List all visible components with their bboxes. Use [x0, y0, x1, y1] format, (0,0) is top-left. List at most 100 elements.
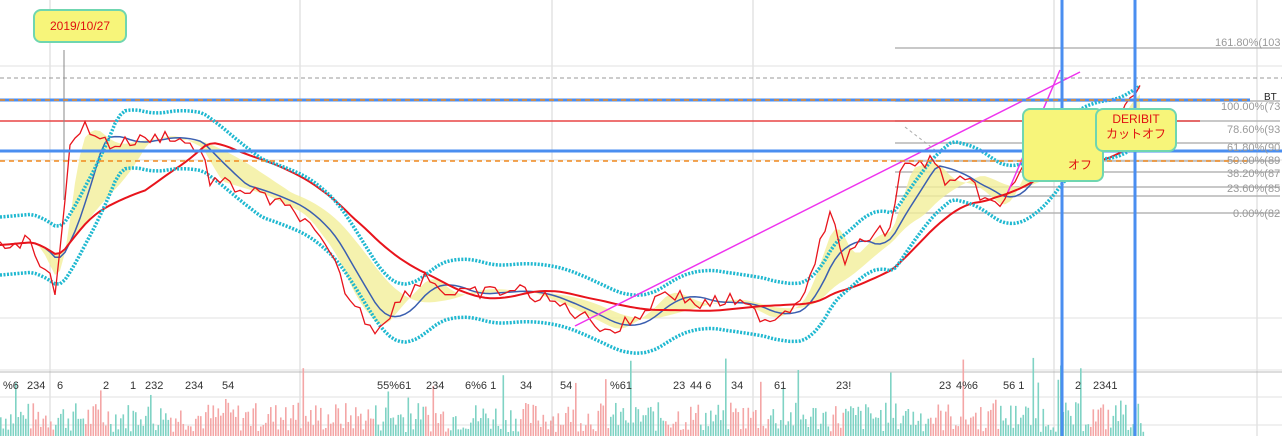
volume-bar	[105, 425, 107, 436]
volume-bar	[417, 403, 420, 436]
volume-bar	[150, 394, 152, 436]
volume-bar	[900, 423, 902, 436]
volume-bar	[1095, 421, 1097, 436]
volume-bar	[932, 423, 935, 436]
volume-bar	[222, 412, 225, 436]
volume-bar	[705, 412, 707, 436]
volume-bar	[1030, 425, 1032, 436]
volume-bar	[370, 418, 372, 436]
volume-bar	[1092, 409, 1095, 436]
volume-bar	[672, 423, 675, 436]
volume-bar	[62, 409, 65, 436]
volume-bar	[350, 415, 352, 436]
upper-band	[0, 84, 1141, 297]
volume-bar	[585, 425, 587, 436]
volume-bar	[272, 421, 275, 436]
volume-bar	[572, 409, 575, 436]
volume-bar	[845, 408, 847, 436]
volume-bar	[815, 408, 817, 436]
volume-bar	[1045, 426, 1047, 436]
volume-bar	[347, 421, 350, 436]
fib-label-50: 50.00%(89	[1227, 155, 1281, 167]
volume-bar	[850, 406, 852, 436]
volume-bar	[232, 409, 235, 436]
volume-bar	[310, 410, 312, 436]
date-callout[interactable]: 2019/10/27	[33, 9, 127, 43]
x-tick-label: 34	[520, 380, 533, 392]
volume-bar	[972, 416, 975, 436]
volume-bar	[195, 418, 197, 436]
volume-bar	[587, 413, 590, 436]
volume-bar	[910, 424, 912, 436]
volume-bar	[565, 412, 567, 436]
volume-bar	[180, 410, 182, 436]
volume-bar	[1142, 431, 1145, 436]
volume-bar	[420, 419, 422, 436]
volume-bar	[630, 360, 632, 436]
volume-bar	[950, 416, 952, 436]
volume-bar	[835, 406, 837, 436]
volume-bar	[640, 421, 642, 436]
volume-bar	[1072, 424, 1075, 436]
volume-bar	[382, 421, 385, 436]
volume-bar	[315, 405, 317, 436]
volume-bar	[337, 408, 340, 436]
volume-bar	[725, 358, 727, 436]
annotation-line1: DERIBIT	[1112, 112, 1160, 126]
volume-bar	[652, 411, 655, 436]
volume-bar	[870, 413, 872, 436]
volume-bar	[372, 418, 375, 436]
volume-bar	[55, 424, 57, 436]
volume-bar	[1047, 424, 1050, 436]
volume-bar	[480, 418, 482, 436]
volume-bar	[1127, 429, 1130, 436]
volume-bar	[497, 425, 500, 436]
volume-bar	[690, 406, 692, 436]
volume-bar	[1050, 429, 1052, 436]
volume-bar	[355, 407, 357, 436]
volume-bar	[1087, 424, 1090, 436]
volume-bar	[767, 419, 770, 436]
deribit-cutoff-callout[interactable]: DERIBIT カットオフ	[1095, 108, 1177, 152]
volume-bar	[290, 418, 292, 436]
annotation-callout-back[interactable]: オフ	[1022, 108, 1104, 182]
volume-bar	[340, 423, 342, 436]
volume-bar	[87, 409, 90, 436]
volume-bar	[702, 430, 705, 436]
volume-bar	[667, 424, 670, 436]
volume-bar	[602, 405, 605, 436]
volume-bar	[1010, 405, 1012, 436]
x-tick-label: 2	[103, 380, 110, 392]
volume-bar	[1075, 402, 1077, 436]
volume-bar	[377, 424, 380, 436]
volume-bar	[890, 372, 892, 436]
volume-bar	[330, 423, 332, 436]
x-tick-label: 4%6	[956, 380, 979, 392]
volume-bar	[352, 428, 355, 436]
volume-bar	[925, 423, 927, 436]
volume-bar	[170, 417, 172, 436]
volume-bar	[795, 402, 797, 436]
volume-bar	[645, 415, 647, 436]
volume-bar	[807, 426, 810, 436]
volume-bar	[40, 426, 42, 436]
volume-bar	[1022, 414, 1025, 436]
volume-bar	[862, 429, 865, 436]
ma-mid-line	[0, 110, 1141, 326]
volume-bar	[625, 420, 627, 436]
volume-bar	[995, 399, 997, 436]
volume-bar	[220, 415, 222, 436]
volume-bar	[520, 419, 522, 436]
volume-bar	[375, 405, 377, 436]
symbol-label: BT	[1264, 92, 1277, 103]
volume-bar	[57, 417, 60, 436]
volume-bar	[805, 419, 807, 436]
volume-bar	[650, 406, 652, 436]
volume-bar	[230, 412, 232, 436]
volume-bar	[945, 411, 947, 436]
volume-bar	[707, 426, 710, 436]
volume-bar	[437, 423, 440, 436]
volume-bar	[400, 414, 402, 436]
